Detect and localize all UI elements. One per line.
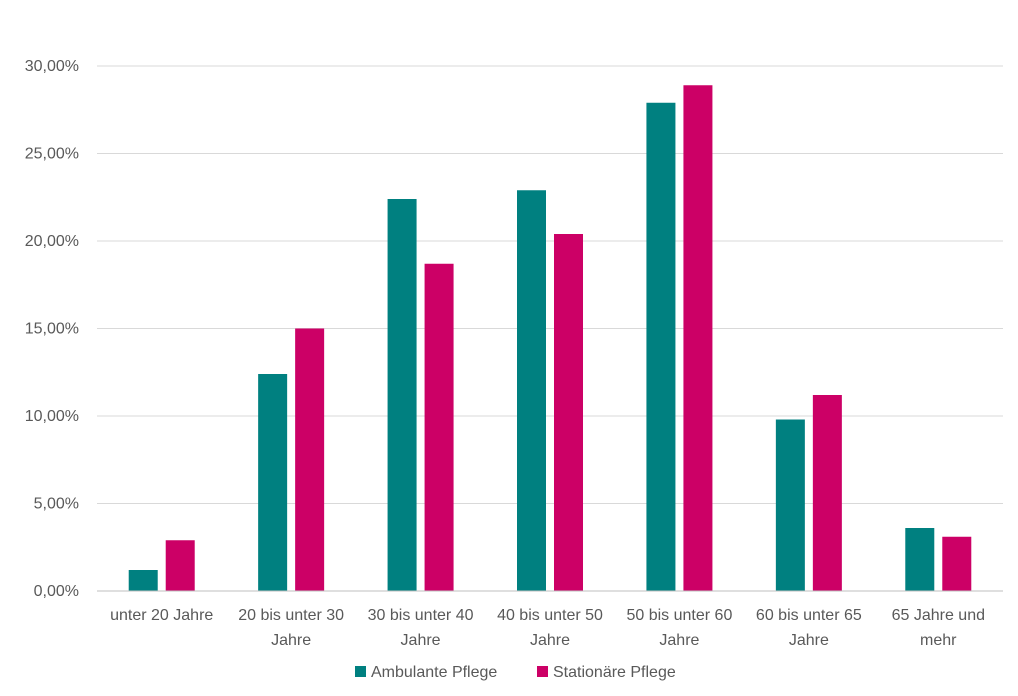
- gridlines: [97, 65, 1003, 504]
- x-category-label-line: 30 bis unter 40: [368, 607, 474, 624]
- bar: [812, 395, 842, 591]
- x-category-label-line: 40 bis unter 50: [497, 607, 603, 624]
- x-category-label: 50 bis unter 60 Jahre: [626, 607, 732, 649]
- bar: [554, 234, 583, 591]
- x-category-label: 30 bis unter 40 Jahre: [368, 607, 474, 649]
- x-category-label-line: Jahre: [789, 632, 829, 649]
- x-category-label-line: Jahre: [271, 632, 311, 649]
- x-category-label: 20 bis unter 30 Jahre: [238, 607, 344, 649]
- x-category-label-line: Jahre: [659, 632, 699, 649]
- bar: [128, 570, 158, 591]
- bar: [295, 328, 325, 591]
- bar: [942, 536, 972, 591]
- y-tick-label: 10,00%: [25, 408, 79, 425]
- x-category-label: 60 bis unter 65 Jahre: [756, 607, 862, 649]
- x-category-label-line: Jahre: [401, 632, 441, 649]
- bar: [424, 263, 454, 591]
- legend-swatch: [355, 666, 366, 677]
- x-category-label: unter 20 Jahre: [110, 607, 213, 624]
- bar: [165, 540, 195, 591]
- x-category-label-line: mehr: [920, 632, 957, 649]
- x-category-label-line: 50 bis unter 60: [626, 607, 732, 624]
- y-tick-label: 20,00%: [25, 233, 79, 250]
- legend-label: Ambulante Pflege: [371, 664, 497, 681]
- bar: [258, 374, 288, 591]
- y-tick-label: 0,00%: [34, 583, 79, 600]
- y-tick-label: 25,00%: [25, 146, 79, 163]
- y-tick-label: 5,00%: [34, 496, 79, 513]
- bar: [646, 102, 676, 591]
- legend-label: Stationäre Pflege: [553, 664, 676, 681]
- legend: Ambulante Pflege Stationäre Pflege: [355, 664, 676, 681]
- y-tick-label: 30,00%: [25, 58, 79, 75]
- x-category-label-line: 20 bis unter 30: [238, 607, 344, 624]
- x-category-label: 65 Jahre und mehr: [892, 607, 985, 649]
- y-axis-tick-labels: 0,00% 5,00% 10,00% 15,00% 20,00% 25,00% 30,00%: [25, 58, 79, 600]
- x-category-label-line: Jahre: [530, 632, 570, 649]
- x-category-label-line: 65 Jahre und: [892, 607, 985, 624]
- bars: [128, 85, 972, 591]
- bar: [387, 199, 417, 591]
- bar: [775, 419, 805, 591]
- legend-swatch: [537, 666, 548, 677]
- y-tick-label: 15,00%: [25, 321, 79, 338]
- x-category-label: 40 bis unter 50 Jahre: [497, 607, 603, 649]
- bar: [683, 85, 713, 591]
- bar: [905, 528, 935, 591]
- x-category-label-line: 60 bis unter 65: [756, 607, 862, 624]
- bar: [517, 190, 546, 591]
- x-category-label-line: unter 20 Jahre: [110, 607, 213, 624]
